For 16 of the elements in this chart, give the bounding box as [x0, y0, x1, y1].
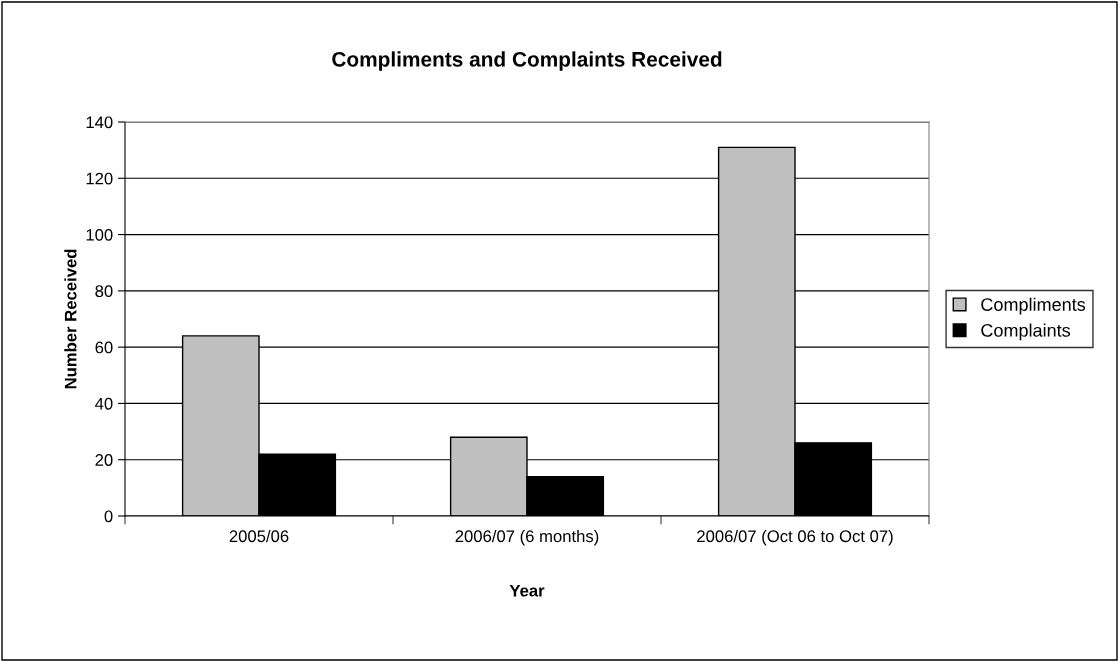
y-tick-label: 0 — [104, 510, 113, 523]
legend-label: Complaints — [981, 323, 1071, 341]
chart-title: Compliments and Complaints Received — [332, 51, 722, 71]
y-tick-label: 20 — [95, 454, 113, 466]
y-tick-label: 140 — [86, 116, 113, 129]
x-tick-label: 2006/07 (Oct 06 to Oct 07) — [697, 529, 893, 546]
y-tick-label: 120 — [86, 172, 113, 185]
y-tick-label: 40 — [95, 397, 113, 410]
x-axis-title: Year — [509, 584, 545, 597]
y-tick-label: 60 — [95, 341, 113, 354]
x-tick-label: 2005/06 — [229, 529, 289, 543]
y-tick-label: 100 — [86, 228, 113, 241]
x-tick-label: 2006/07 (6 months) — [455, 529, 599, 546]
y-axis-title: Number Received — [64, 249, 77, 389]
legend-label: Compliments — [981, 297, 1086, 315]
y-tick-label: 80 — [95, 285, 113, 298]
